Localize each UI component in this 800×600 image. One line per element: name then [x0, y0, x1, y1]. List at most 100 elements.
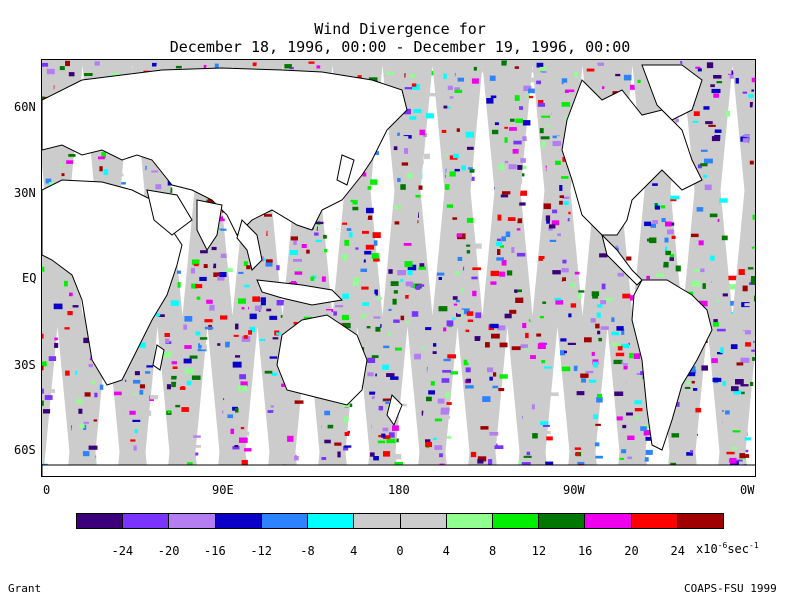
speckle [434, 445, 443, 450]
speckle [504, 313, 512, 319]
speckle [457, 309, 464, 315]
speckle [736, 362, 744, 366]
speckle [415, 285, 421, 290]
speckle [593, 414, 598, 420]
speckle [509, 309, 517, 314]
south-america [631, 279, 713, 451]
speckle [207, 198, 215, 203]
speckle [457, 77, 464, 82]
speckle [700, 149, 708, 152]
speckle [284, 64, 292, 69]
speckle [691, 380, 695, 384]
speckle [338, 416, 343, 423]
speckle [713, 75, 722, 79]
color-scale-label: 24 [670, 544, 685, 558]
speckle [466, 311, 474, 316]
lon-label-90w: 90W [563, 483, 585, 497]
speckle [42, 400, 44, 406]
speckle [137, 443, 146, 447]
speckle [264, 370, 273, 374]
speckle [510, 118, 515, 122]
speckle [661, 218, 666, 223]
speckle [381, 401, 386, 407]
speckle [552, 270, 561, 275]
speckle [405, 281, 414, 288]
color-scale-label: -24 [111, 544, 134, 558]
speckle [502, 191, 511, 195]
speckle [689, 247, 697, 252]
speckle [407, 264, 417, 271]
japan [336, 154, 355, 186]
speckle [630, 84, 638, 90]
speckle [543, 203, 551, 210]
speckle [537, 103, 545, 107]
speckle [751, 276, 755, 282]
speckle [604, 297, 613, 302]
speckle [597, 330, 601, 335]
speckle [689, 366, 696, 372]
speckle [533, 387, 540, 390]
speckle [528, 88, 535, 94]
speckle [616, 326, 624, 331]
continents [42, 64, 755, 476]
speckle [591, 351, 595, 356]
speckle [409, 74, 416, 78]
map-title-line1: Wind Divergence for [314, 20, 486, 38]
speckle [193, 435, 201, 438]
speckle [522, 322, 527, 329]
speckle [145, 410, 152, 417]
speckle [306, 302, 315, 309]
speckle [365, 244, 375, 250]
speckle [518, 190, 527, 196]
speckle [541, 68, 547, 73]
speckle [747, 267, 754, 270]
speckle [165, 338, 170, 344]
speckle [726, 451, 735, 455]
speckle [341, 254, 348, 261]
speckle [450, 371, 458, 375]
lat-label-eq: EQ [22, 271, 37, 285]
speckle [240, 431, 250, 436]
speckle [376, 297, 383, 300]
color-scale-box [400, 514, 447, 528]
speckle [704, 158, 713, 164]
speckle [83, 421, 89, 424]
speckle [733, 390, 742, 395]
speckle [518, 461, 524, 465]
speckle [188, 295, 193, 298]
speckle [465, 329, 470, 333]
speckle [452, 317, 456, 320]
speckle [528, 77, 536, 83]
speckle [260, 300, 266, 306]
speckle [629, 352, 634, 359]
speckle [418, 266, 426, 270]
speckle [362, 230, 369, 234]
speckle [425, 441, 432, 448]
speckle [595, 344, 601, 350]
speckle [466, 378, 471, 383]
speckle [676, 401, 680, 407]
speckle [702, 283, 706, 289]
speckle [171, 361, 177, 365]
lat-label-60n: 60N [14, 100, 36, 114]
speckle [177, 282, 181, 288]
speckle [491, 476, 495, 477]
speckle [191, 259, 200, 265]
speckle [706, 62, 714, 69]
speckle [475, 312, 482, 319]
speckle [218, 228, 227, 231]
speckle [269, 356, 278, 359]
speckle [390, 281, 399, 286]
speckle [476, 428, 482, 432]
speckle [684, 386, 691, 389]
speckle [588, 379, 597, 383]
speckle [600, 326, 609, 330]
speckle [611, 331, 620, 336]
speckle [488, 298, 493, 302]
speckle [697, 164, 702, 169]
speckle [382, 398, 391, 401]
speckle [722, 381, 729, 386]
speckle [418, 185, 423, 190]
speckle [177, 380, 186, 386]
speckle [556, 136, 565, 142]
